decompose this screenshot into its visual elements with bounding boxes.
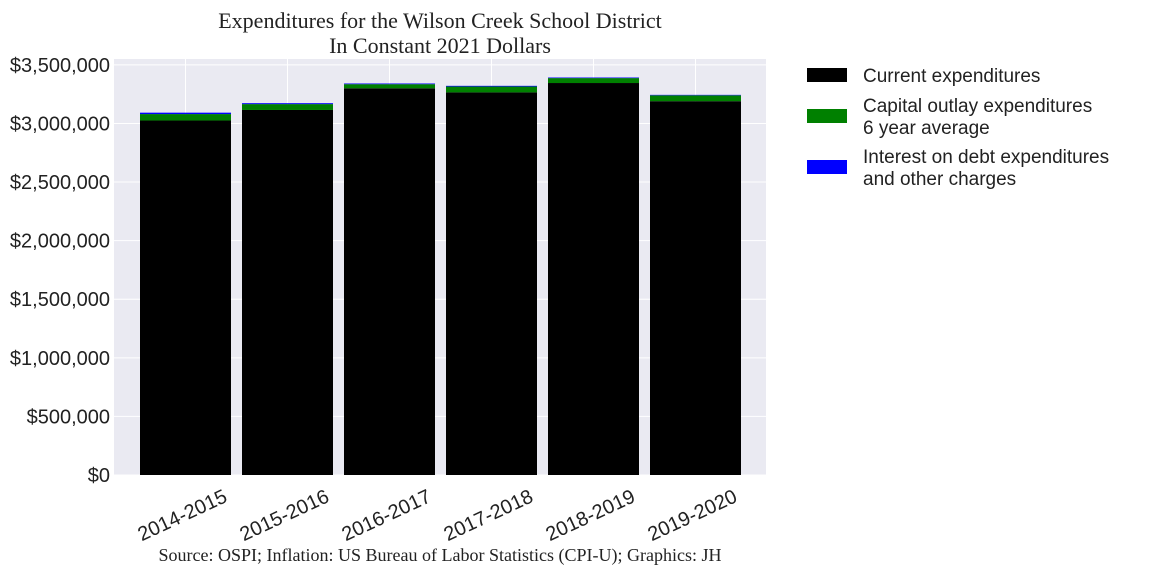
bar-2015-2016-series-0 — [242, 109, 333, 476]
x-tick-label: 2016-2017 — [339, 486, 435, 546]
bar-2014-2015-series-0 — [140, 120, 231, 476]
y-tick-label: $0 — [88, 465, 110, 487]
bar-2018-2019-series-2 — [548, 77, 639, 79]
legend-swatch — [807, 109, 847, 123]
chart-title-line-1: Expenditures for the Wilson Creek School… — [218, 8, 662, 33]
y-tick-label: $1,500,000 — [10, 289, 110, 311]
y-tick-label: $500,000 — [27, 406, 110, 428]
bar-2016-2017-series-0 — [344, 88, 435, 475]
bar-2019-2020-series-1 — [650, 95, 741, 102]
y-tick-label: $3,000,000 — [10, 113, 110, 135]
bar-2019-2020-series-0 — [650, 101, 741, 475]
source-note: Source: OSPI; Inflation: US Bureau of La… — [159, 545, 722, 566]
legend: Current expenditures Capital outlay expen… — [807, 66, 1109, 190]
bars-group — [140, 77, 741, 476]
bar-2015-2016-series-1 — [242, 104, 333, 110]
chart-title-line-2: In Constant 2021 Dollars — [329, 33, 551, 58]
bar-2018-2019-series-0 — [548, 83, 639, 476]
x-tick-label: 2015-2016 — [237, 486, 333, 546]
legend-label: 6 year average — [863, 118, 990, 139]
bar-2016-2017-series-1 — [344, 84, 435, 89]
y-tick-label: $1,000,000 — [10, 348, 110, 370]
legend-swatch — [807, 160, 847, 174]
bar-2018-2019-series-1 — [548, 78, 639, 84]
y-tick-label: $2,000,000 — [10, 231, 110, 253]
legend-label: and other charges — [863, 169, 1016, 190]
x-tick-label: 2014-2015 — [135, 486, 231, 546]
bar-2015-2016-series-2 — [242, 103, 333, 105]
legend-swatch — [807, 68, 847, 82]
legend-label: Current expenditures — [863, 66, 1040, 87]
y-tick-label: $2,500,000 — [10, 172, 110, 194]
y-tick-label: $3,500,000 — [10, 55, 110, 77]
bar-2014-2015-series-2 — [140, 112, 231, 115]
bar-2016-2017-series-2 — [344, 83, 435, 85]
x-axis-ticks: 2014-2015 2015-2016 2016-2017 2017-2018 2018… — [135, 486, 741, 546]
x-tick-label: 2017-2018 — [441, 486, 537, 546]
y-axis-ticks: $0 $500,000 $1,000,000 $1,500,000 $2,000,000… — [10, 55, 110, 487]
bar-2017-2018-series-0 — [446, 92, 537, 475]
bar-2017-2018-series-1 — [446, 86, 537, 93]
legend-label: Capital outlay expenditures — [863, 96, 1092, 117]
bar-2017-2018-series-2 — [446, 85, 537, 87]
legend-label: Interest on debt expenditures — [863, 147, 1109, 168]
x-tick-label: 2018-2019 — [543, 486, 639, 546]
x-tick-label: 2019-2020 — [645, 486, 741, 546]
bar-2014-2015-series-1 — [140, 114, 231, 121]
